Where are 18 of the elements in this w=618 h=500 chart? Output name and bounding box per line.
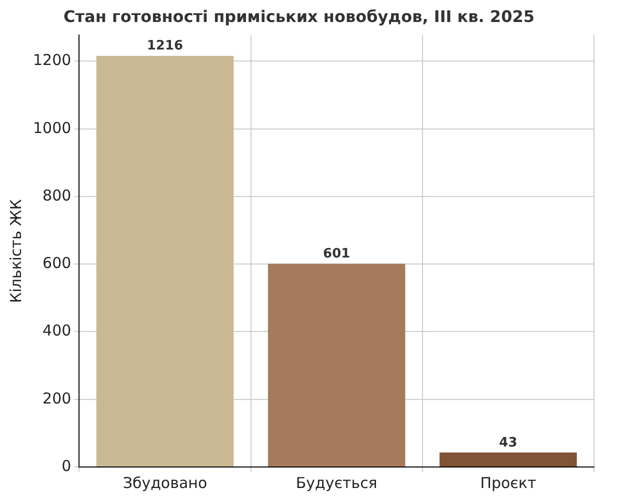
y-tick-label: 0: [62, 456, 72, 475]
x-tick-label: Збудовано: [122, 474, 208, 492]
data-label: 1216: [146, 38, 184, 54]
chart-title: Стан готовності приміських новобудов, III кв. 2025: [64, 6, 534, 26]
y-axis-title: Кількість ЖК: [6, 198, 25, 304]
y-tick-label: 400: [42, 322, 72, 340]
x-tick-label: Проєкт: [480, 474, 536, 492]
y-tick-label: 800: [42, 186, 72, 204]
data-label: 601: [323, 246, 350, 262]
y-tick-label: 600: [42, 254, 72, 272]
y-tick-label: 1000: [32, 118, 72, 137]
y-tick-label: 1200: [32, 51, 72, 70]
y-tick-label: 200: [42, 389, 72, 408]
x-tick-label: Будується: [296, 474, 378, 492]
bar: [96, 56, 234, 466]
bar: [268, 264, 406, 466]
data-label: 43: [499, 435, 518, 450]
bar: [440, 452, 577, 466]
